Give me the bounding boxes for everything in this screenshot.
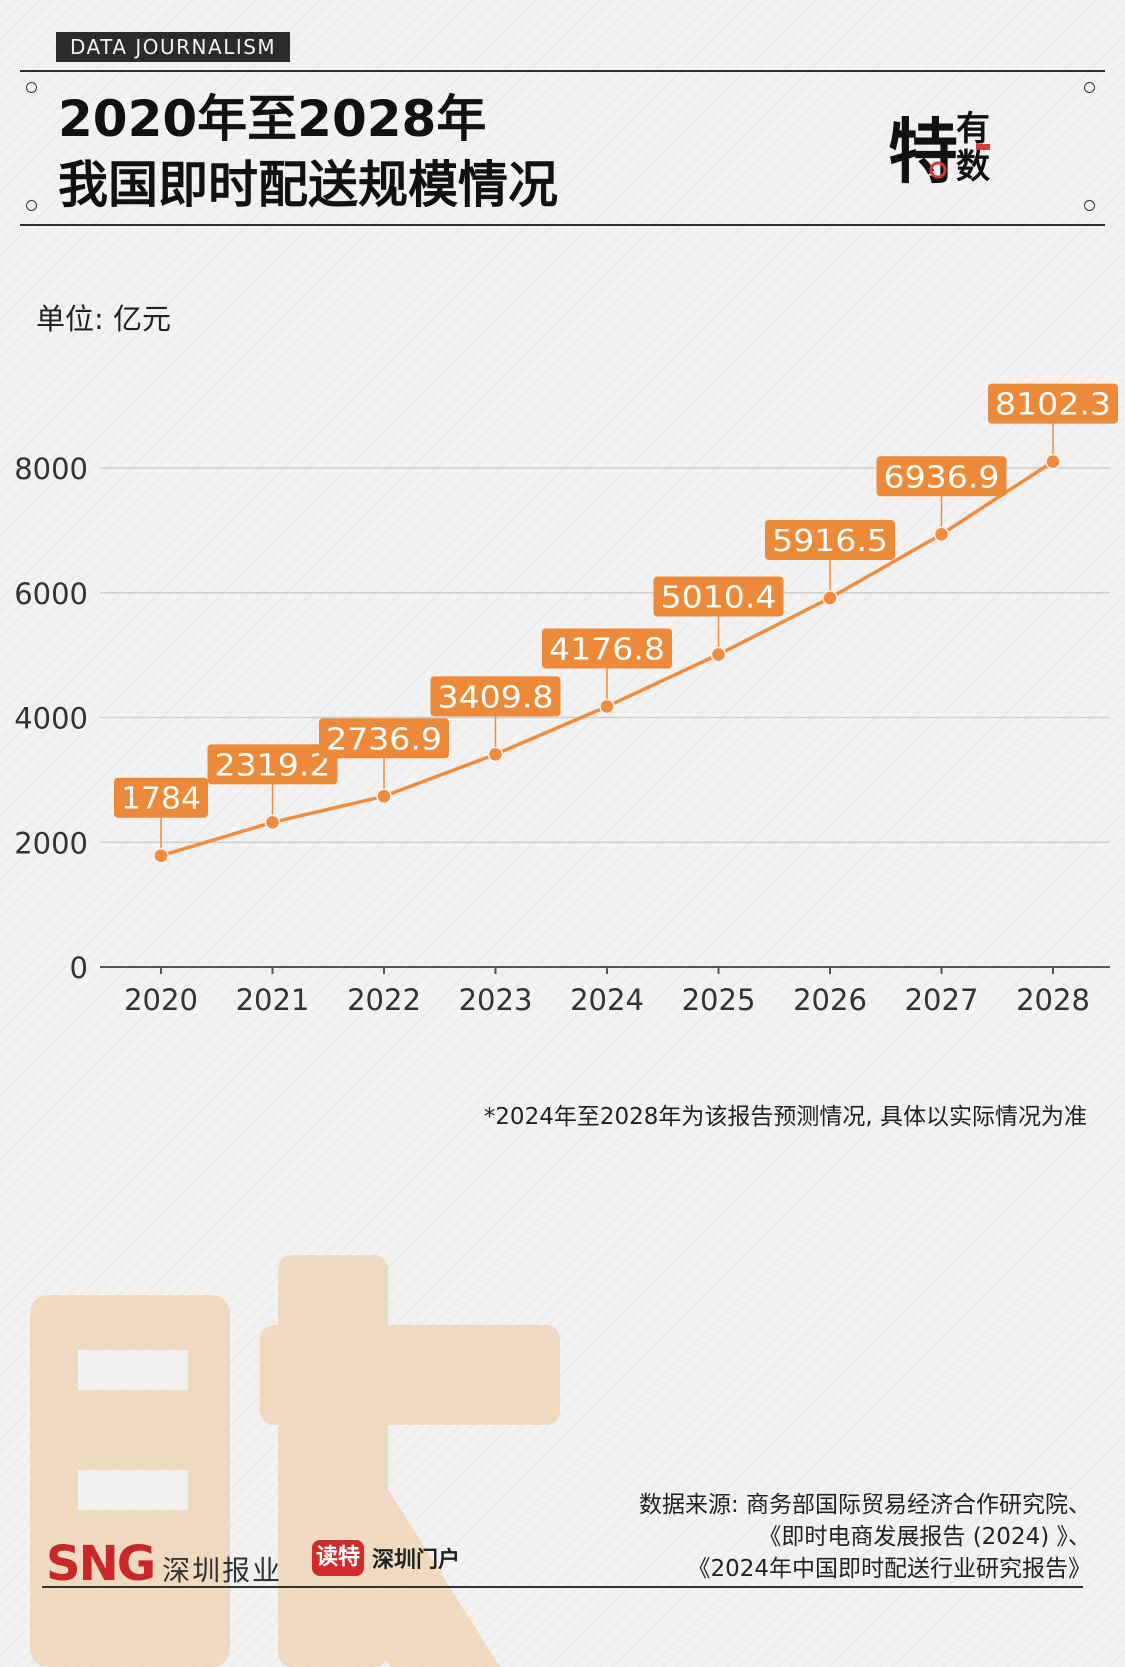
forecast-note: *2024年至2028年为该报告预测情况, 具体以实际情况为准	[483, 1104, 1087, 1130]
data-point	[1045, 453, 1061, 470]
data-label-box	[430, 676, 561, 717]
y-tick-label: 6000	[14, 577, 88, 611]
x-tick-label: 2022	[347, 983, 421, 1017]
y-tick-label: 2000	[14, 826, 88, 860]
brand-accent-mark	[976, 144, 990, 150]
data-label-box	[988, 383, 1118, 424]
y-tick-label: 8000	[14, 452, 88, 486]
data-label: 5010.4	[661, 580, 777, 615]
corner-dot	[26, 82, 37, 93]
data-source: 数据来源: 商务部国际贸易经济合作研究院、 《即时电商发展报告 (2024) 》…	[611, 1489, 1091, 1585]
section-tag: DATA JOURNALISM	[56, 32, 291, 62]
sng-logo-mark: SNG	[46, 1536, 156, 1592]
data-label-box	[319, 718, 449, 759]
data-label-box	[542, 628, 672, 669]
data-label: 8102.3	[995, 388, 1111, 423]
top-rule	[20, 70, 1105, 72]
corner-dot	[1084, 200, 1095, 211]
y-tick-label: 4000	[14, 702, 88, 736]
data-label: 2319.2	[215, 748, 331, 783]
y-tick-label: 0	[70, 951, 88, 985]
brand-logo-top-char: 有	[956, 109, 990, 149]
x-tick-label: 2026	[793, 983, 867, 1017]
x-tick-label: 2020	[124, 983, 198, 1017]
data-label: 1784	[121, 782, 201, 817]
source-line-2: 《即时电商发展报告 (2024) 》、	[758, 1524, 1091, 1550]
watermark-glyph	[30, 1255, 560, 1667]
x-tick-label: 2027	[905, 983, 979, 1017]
x-tick-label: 2025	[682, 983, 756, 1017]
chart-title-line-1: 2020年至2028年	[58, 90, 487, 148]
dute-logo-name: 深圳门户	[372, 1542, 460, 1574]
sng-logo-name: 深圳报业	[162, 1554, 283, 1587]
data-point	[710, 646, 727, 663]
footer-rule	[42, 1586, 1083, 1588]
x-tick-label: 2024	[570, 983, 644, 1017]
brand-logo: 特 有 数	[888, 109, 990, 193]
dute-logo-badge: 读特	[312, 1540, 365, 1576]
x-tick-label: 2023	[459, 983, 533, 1017]
data-point	[153, 847, 169, 864]
data-point	[822, 590, 838, 606]
x-tick-label: 2028	[1016, 983, 1090, 1017]
data-label-box	[207, 744, 338, 785]
data-label: 2736.9	[326, 722, 442, 757]
brand-logo-bottom-char: 数	[956, 147, 990, 187]
data-label: 4176.8	[549, 632, 665, 667]
data-label: 3409.8	[438, 680, 554, 715]
bottom-rule	[20, 224, 1105, 226]
data-point	[376, 788, 392, 805]
data-label-box	[765, 519, 895, 560]
x-tick-label: 2021	[236, 983, 310, 1017]
data-label-box	[653, 576, 784, 617]
chart-title-line-2: 我国即时配送规模情况	[58, 156, 558, 214]
data-point	[264, 814, 281, 831]
data-point	[933, 526, 950, 543]
data-label-box	[114, 777, 208, 818]
source-line-1: 数据来源: 商务部国际贸易经济合作研究院、	[638, 1492, 1091, 1518]
corner-dot	[26, 200, 37, 211]
data-label: 5916.5	[772, 524, 888, 559]
dute-logo: 读特 深圳门户	[312, 1540, 460, 1576]
unit-label: 单位: 亿元	[36, 302, 171, 336]
chart-title: 2020年至2028年 我国即时配送规模情况	[58, 86, 558, 218]
data-label-box	[876, 456, 1007, 497]
corner-dot	[1084, 82, 1095, 93]
data-point	[487, 746, 504, 763]
data-label: 6936.9	[884, 460, 1000, 495]
dute-logo-title: 深圳门户	[372, 1548, 461, 1573]
source-line-3: 《2024年中国即时配送行业研究报告》	[687, 1556, 1091, 1582]
magnifier-icon	[929, 161, 947, 179]
brand-logo-main-char: 特	[888, 111, 958, 193]
data-point	[599, 698, 615, 715]
sng-logo: SNG 深圳报业	[46, 1536, 282, 1592]
line-chart: 0 2000 4000 6000 8000 2020 2021 2022 2023 2024 202…	[14, 383, 1118, 1017]
